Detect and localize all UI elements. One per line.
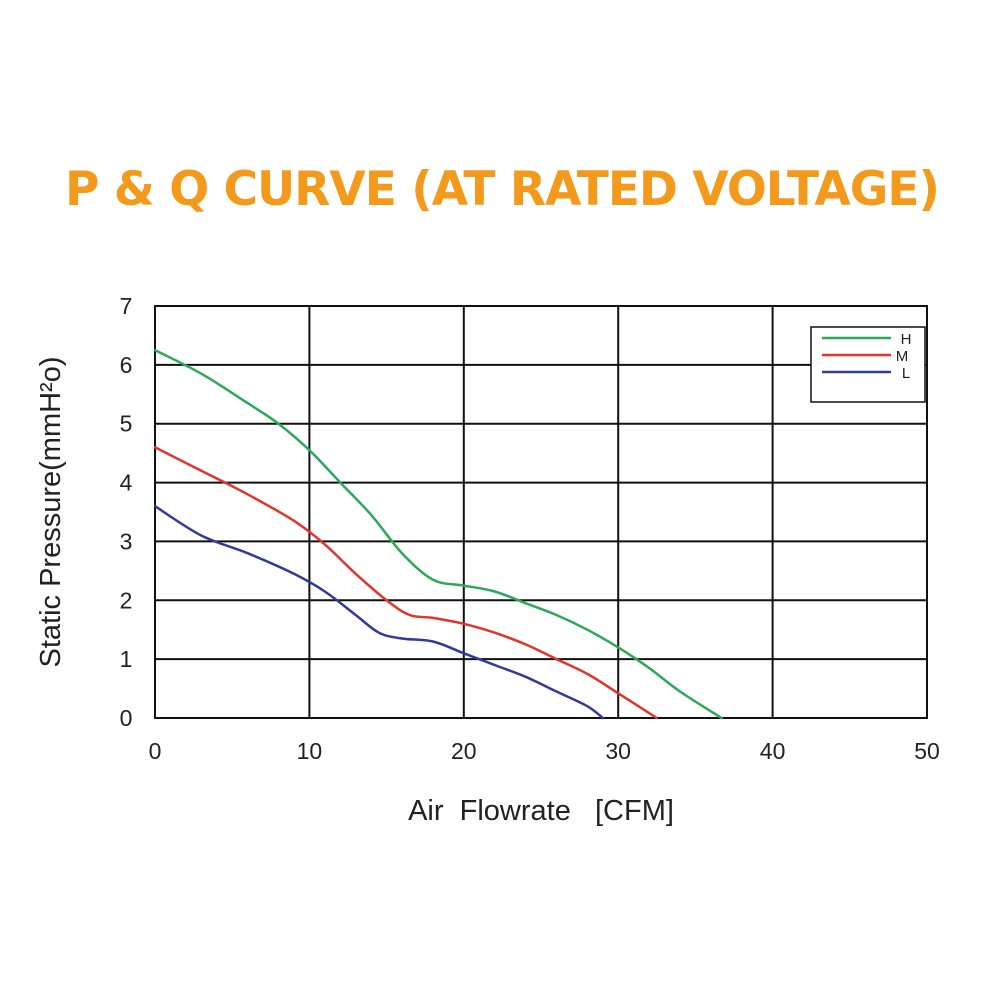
plot-frame [154, 305, 928, 719]
series-line-l [153, 504, 605, 720]
x-tick-label: 50 [914, 738, 940, 764]
series-line-h [153, 348, 723, 720]
legend-label-l: L [902, 365, 910, 382]
chart-title: P & Q CURVE (AT RATED VOLTAGE) [65, 162, 940, 217]
y-tick-label: 1 [120, 646, 133, 672]
x-tick-label: 0 [149, 738, 162, 764]
series-line-m [153, 446, 659, 720]
legend-label-m: M [896, 348, 909, 365]
y-axis-label: Static Pressure(mmH²o) [35, 357, 67, 668]
legend-box [810, 326, 926, 403]
legend: HML [810, 326, 926, 403]
y-tick-label: 7 [120, 293, 133, 319]
y-tick-label: 5 [120, 411, 133, 437]
y-tick-label: 0 [120, 705, 133, 731]
series-lines [153, 348, 723, 720]
x-tick-label: 30 [605, 738, 631, 764]
legend-label-h: H [901, 331, 912, 348]
y-tick-label: 6 [120, 352, 133, 378]
y-tick-label: 4 [120, 470, 133, 496]
tick-labels: 0 10 20 30 40 50 0 1 2 3 4 5 6 7 [120, 293, 940, 764]
y-tick-label: 3 [120, 528, 133, 554]
y-tick-label: 2 [120, 587, 133, 613]
x-axis-label: Air Flowrate [CFM] [408, 795, 674, 827]
x-tick-label: 10 [297, 738, 323, 764]
x-tick-label: 40 [760, 738, 786, 764]
x-tick-label: 20 [451, 738, 477, 764]
